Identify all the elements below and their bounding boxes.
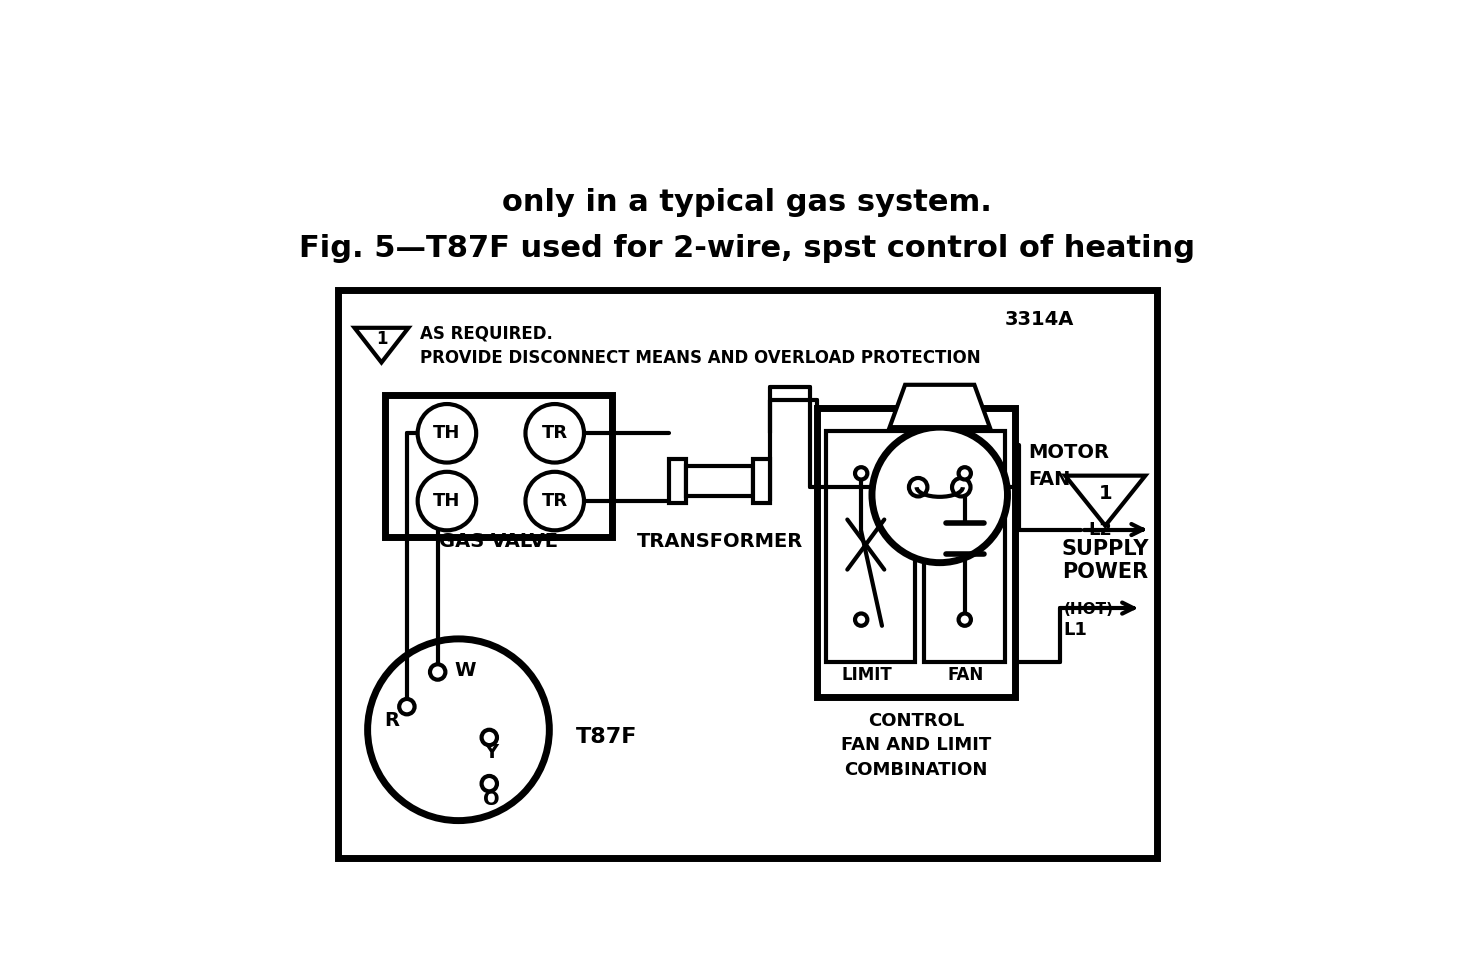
Text: COMBINATION: COMBINATION — [844, 760, 987, 779]
Text: POWER: POWER — [1063, 562, 1149, 582]
Polygon shape — [354, 327, 408, 363]
Bar — [825, 431, 916, 662]
Text: L2: L2 — [1088, 520, 1112, 539]
Text: R: R — [383, 711, 399, 730]
Text: FAN AND LIMIT: FAN AND LIMIT — [841, 736, 991, 755]
Text: AS REQUIRED.: AS REQUIRED. — [420, 324, 553, 342]
Text: 3314A: 3314A — [1005, 310, 1075, 329]
Circle shape — [417, 471, 477, 530]
Circle shape — [399, 699, 414, 714]
Circle shape — [908, 478, 927, 497]
Bar — [685, 466, 754, 497]
Text: PROVIDE DISCONNECT MEANS AND OVERLOAD PROTECTION: PROVIDE DISCONNECT MEANS AND OVERLOAD PR… — [420, 349, 981, 367]
Text: FAN: FAN — [1028, 470, 1070, 489]
Polygon shape — [889, 385, 990, 427]
Polygon shape — [1066, 475, 1146, 525]
Text: TH: TH — [433, 492, 461, 510]
Circle shape — [854, 467, 868, 479]
Text: Y: Y — [484, 744, 497, 762]
Bar — [754, 460, 770, 503]
Text: TR: TR — [542, 424, 567, 442]
Text: (HOT): (HOT) — [1064, 602, 1114, 617]
Circle shape — [525, 404, 585, 463]
Text: O: O — [483, 790, 499, 808]
Text: W: W — [455, 661, 477, 680]
Text: CONTROL: CONTROL — [868, 711, 964, 729]
Bar — [924, 431, 1005, 662]
Bar — [338, 290, 1156, 858]
Text: Fig. 5—T87F used for 2-wire, spst control of heating: Fig. 5—T87F used for 2-wire, spst contro… — [299, 234, 1196, 263]
Text: GAS VALVE: GAS VALVE — [439, 532, 558, 551]
Bar — [816, 408, 1015, 697]
Circle shape — [417, 404, 477, 463]
Circle shape — [872, 427, 1007, 563]
Circle shape — [525, 471, 585, 530]
Circle shape — [958, 467, 971, 479]
Circle shape — [854, 613, 868, 626]
Bar — [669, 460, 685, 503]
Text: only in a typical gas system.: only in a typical gas system. — [503, 188, 991, 217]
Text: FAN: FAN — [948, 666, 983, 684]
Text: TR: TR — [542, 492, 567, 510]
Text: L1: L1 — [1064, 620, 1088, 639]
Text: T87F: T87F — [576, 727, 637, 748]
Text: MOTOR: MOTOR — [1028, 443, 1110, 462]
Text: 1: 1 — [1098, 484, 1112, 503]
Circle shape — [952, 478, 971, 497]
Text: 1: 1 — [376, 330, 388, 348]
Text: TRANSFORMER: TRANSFORMER — [637, 532, 803, 551]
Text: TH: TH — [433, 424, 461, 442]
Circle shape — [481, 776, 497, 792]
Circle shape — [958, 613, 971, 626]
Circle shape — [481, 730, 497, 745]
Bar — [385, 395, 612, 537]
Text: LIMIT: LIMIT — [841, 666, 892, 684]
Circle shape — [430, 664, 445, 680]
Circle shape — [367, 639, 550, 820]
Text: SUPPLY: SUPPLY — [1061, 539, 1149, 559]
